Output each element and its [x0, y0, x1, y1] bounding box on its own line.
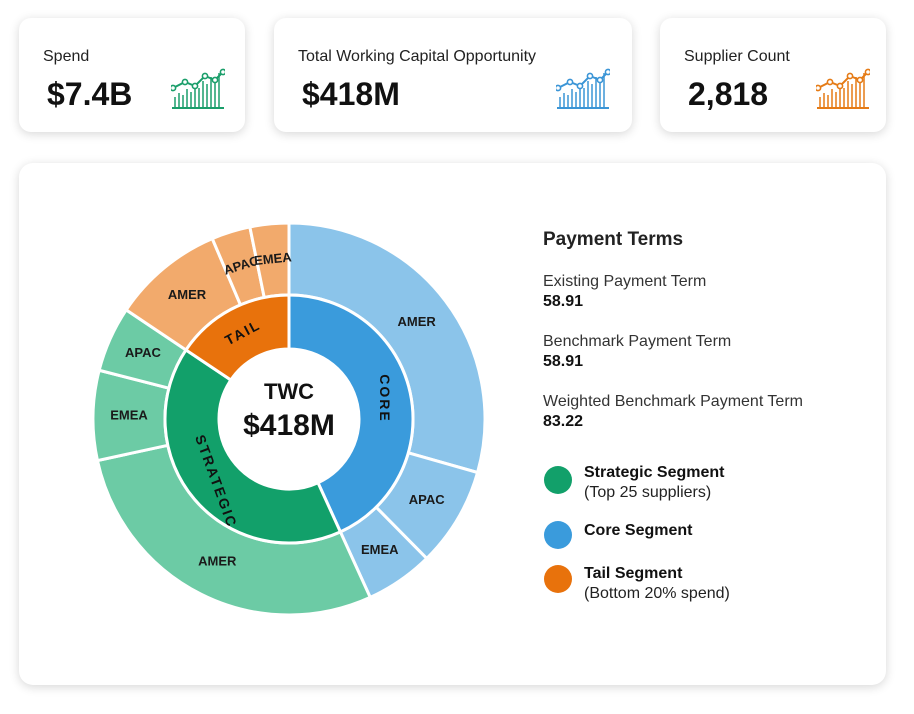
- legend-dot-core: [544, 521, 572, 549]
- legend-title-tail: Tail Segment: [584, 565, 683, 582]
- bar-line-chart-icon: [556, 68, 610, 109]
- outer-segment-label: AMER: [168, 287, 207, 302]
- legend-sub-strategic: (Top 25 suppliers): [584, 484, 712, 501]
- outer-segment-label: AMER: [198, 553, 237, 568]
- legend-title-core: Core Segment: [584, 522, 693, 539]
- kpi-card-twc[interactable]: Total Working Capital Opportunity $418M: [274, 18, 632, 132]
- inner-segment-tail[interactable]: [183, 293, 291, 383]
- payment-terms-title: Payment Terms: [543, 229, 684, 250]
- twc-panel: AMER APAC EMEA AMER EMEA APAC AMER APAC EMEA CORE…: [19, 163, 886, 685]
- kpi-label: Total Working Capital Opportunity: [298, 48, 537, 65]
- existing-term-value: 58.91: [543, 293, 584, 310]
- weighted-term-value: 83.22: [543, 413, 584, 430]
- benchmark-term-value: 58.91: [543, 353, 584, 370]
- kpi-label: Supplier Count: [684, 48, 790, 65]
- legend-dot-tail: [544, 565, 572, 593]
- legend-dot-strategic: [544, 466, 572, 494]
- outer-segment-label: EMEA: [110, 407, 148, 422]
- outer-segment-label: APAC: [409, 492, 445, 507]
- kpi-value: $7.4B: [47, 76, 133, 112]
- inner-segment-core[interactable]: [287, 293, 415, 534]
- inner-segment-label: CORE: [377, 374, 393, 422]
- legend-title-strategic: Strategic Segment: [584, 464, 725, 481]
- outer-segment-label: EMEA: [253, 249, 292, 268]
- kpi-label: Spend: [43, 48, 90, 65]
- legend-sub-tail: (Bottom 20% spend): [584, 585, 730, 602]
- outer-segment-label: AMER: [398, 314, 437, 329]
- outer-segment-label: APAC: [125, 345, 161, 360]
- donut-center-title: TWC: [264, 379, 314, 404]
- existing-term-label: Existing Payment Term: [543, 273, 707, 290]
- benchmark-term-label: Benchmark Payment Term: [543, 333, 732, 350]
- outer-segment-label: EMEA: [361, 542, 399, 557]
- kpi-value: 2,818: [688, 76, 769, 112]
- inner-segment-strategic[interactable]: [163, 347, 343, 545]
- bar-line-chart-icon: [171, 68, 225, 109]
- bar-line-chart-icon: [816, 68, 870, 109]
- weighted-term-label: Weighted Benchmark Payment Term: [543, 393, 803, 410]
- donut-center-value: $418M: [243, 409, 335, 442]
- kpi-card-spend[interactable]: Spend $7.4B: [19, 18, 245, 132]
- twc-sunburst-chart: AMERAPACEMEAAMEREMEAAPACAMERAPACEMEACORE…: [91, 221, 487, 617]
- kpi-value: $418M: [302, 76, 400, 112]
- kpi-card-suppliers[interactable]: Supplier Count 2,818: [660, 18, 886, 132]
